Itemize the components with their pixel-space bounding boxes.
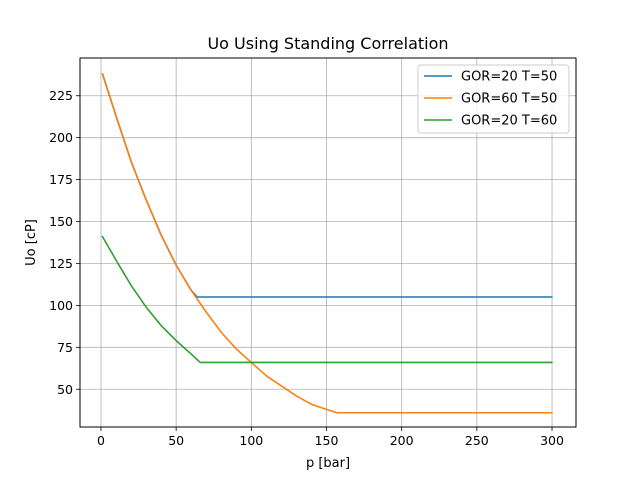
x-axis-label: p [bar] <box>306 456 350 471</box>
y-tick-label: 50 <box>57 382 73 397</box>
legend-box <box>417 64 570 134</box>
y-tick-label: 125 <box>49 256 73 271</box>
x-tick-label: 50 <box>168 433 184 448</box>
y-tick-label: 225 <box>49 88 73 103</box>
plot-frame <box>79 57 577 428</box>
x-tick-label: 0 <box>97 433 105 448</box>
series-layer <box>101 73 553 414</box>
y-axis: 50 75 100 125 150 175 200 225 <box>49 88 80 397</box>
y-tick-label: 150 <box>49 214 73 229</box>
y-axis-label: Uo [cP] <box>24 219 39 266</box>
x-tick-label: 100 <box>239 433 263 448</box>
x-tick-label: 300 <box>540 433 564 448</box>
y-tick-label: 200 <box>49 130 73 145</box>
legend-label: GOR=20 T=50 <box>461 70 557 85</box>
series-line-3 <box>101 235 553 364</box>
x-tick-label: 250 <box>465 433 489 448</box>
series-line-2 <box>101 73 553 414</box>
legend: GOR=20 T=50 GOR=60 T=50 GOR=20 T=60 <box>417 64 570 134</box>
x-tick-label: 150 <box>315 433 339 448</box>
x-axis: 0 50 100 150 200 250 300 <box>97 427 564 448</box>
x-tick-label: 200 <box>390 433 414 448</box>
chart-title: Uo Using Standing Correlation <box>207 34 448 53</box>
legend-label: GOR=20 T=60 <box>461 114 557 129</box>
y-tick-label: 175 <box>49 172 73 187</box>
y-tick-label: 75 <box>57 340 73 355</box>
legend-label: GOR=60 T=50 <box>461 92 557 107</box>
y-tick-label: 100 <box>49 298 73 313</box>
